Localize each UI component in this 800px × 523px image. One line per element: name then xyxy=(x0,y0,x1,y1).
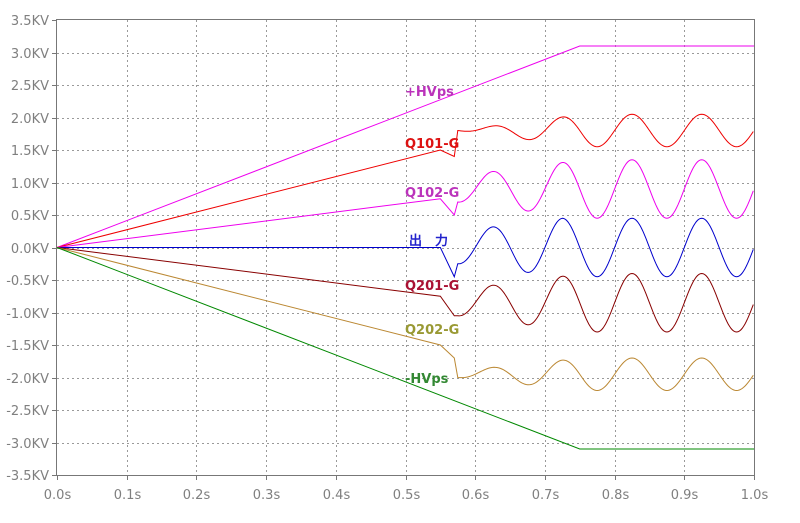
series-line-4 xyxy=(56,247,754,333)
x-tick-label: 0.6s xyxy=(462,488,490,503)
y-tick-label: -2.0KV xyxy=(6,372,49,387)
plot-frame xyxy=(56,19,755,476)
y-tick-label: 1.0KV xyxy=(11,177,49,192)
series-label: Q201-G xyxy=(405,279,459,294)
y-tick-label: 3.5KV xyxy=(11,14,49,29)
y-tick-label: 0.0KV xyxy=(11,242,49,257)
x-tick-label: 0.2s xyxy=(183,488,211,503)
x-tick-label: 0.3s xyxy=(253,488,281,503)
y-tick-label: -3.5KV xyxy=(6,469,49,484)
x-tick-label: 0.8s xyxy=(602,488,630,503)
x-tick-label: 0.7s xyxy=(532,488,560,503)
grid xyxy=(57,20,754,475)
series-label: 出 力 xyxy=(409,233,448,249)
series-line-6 xyxy=(56,247,754,450)
x-tick-label: 0.0s xyxy=(44,488,72,503)
series-label: Q101-G xyxy=(405,137,459,152)
y-tick-label: -0.5KV xyxy=(6,274,49,289)
series-line-2 xyxy=(56,159,754,248)
series-label: Q102-G xyxy=(405,186,459,201)
series-line-0 xyxy=(56,45,754,248)
y-axis-ticks: 3.5KV 3.0KV 2.5KV 2.0KV 1.5KV 1.0KV 0.5KV 0.0KV… xyxy=(6,14,57,484)
x-tick-label: 0.4s xyxy=(323,488,351,503)
y-tick-label: -1.0KV xyxy=(6,307,49,322)
series-labels: +HVps Q101-G Q102-G 出 力 Q201-G Q202-G -HVps xyxy=(405,85,459,387)
series-line-5 xyxy=(56,247,754,392)
x-tick-label: 1.0s xyxy=(741,488,769,503)
y-tick-label: -2.5KV xyxy=(6,404,49,419)
series-label: Q202-G xyxy=(405,323,459,338)
y-tick-label: 0.5KV xyxy=(11,209,49,224)
series-label: -HVps xyxy=(405,372,449,387)
x-tick-label: 0.1s xyxy=(114,488,142,503)
y-tick-label: 1.5KV xyxy=(11,144,49,159)
x-axis-ticks: 0.0s 0.1s 0.2s 0.3s 0.4s 0.5s 0.6s 0.7s 0.8s 0.9s… xyxy=(44,475,769,503)
series-line-3 xyxy=(57,217,754,279)
series-lines xyxy=(56,45,754,450)
y-tick-label: 2.0KV xyxy=(11,112,49,127)
y-tick-label: -1.5KV xyxy=(6,339,49,354)
y-tick-label: -3.0KV xyxy=(6,437,49,452)
y-tick-label: 3.0KV xyxy=(11,47,49,62)
series-line-1 xyxy=(56,113,754,248)
x-tick-label: 0.9s xyxy=(671,488,699,503)
y-tick-label: 2.5KV xyxy=(11,79,49,94)
x-tick-label: 0.5s xyxy=(393,488,421,503)
series-label: +HVps xyxy=(405,85,454,100)
